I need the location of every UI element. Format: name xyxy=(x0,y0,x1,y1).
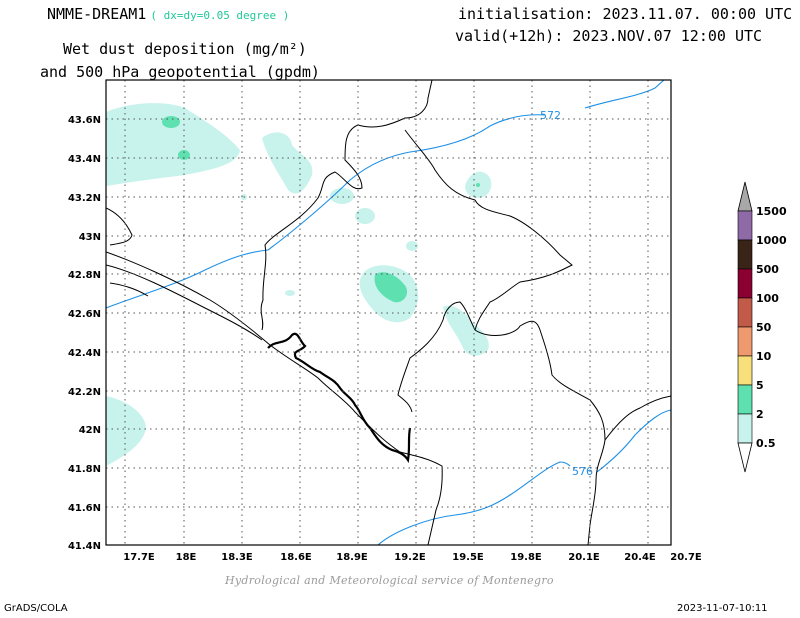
lat-tick-label: 42.2N xyxy=(68,387,101,398)
coastline-korcula xyxy=(109,282,149,297)
legend-swatch-50 xyxy=(737,326,753,357)
legend-swatch-100 xyxy=(737,297,753,328)
lon-tick-label: 18.9E xyxy=(336,552,368,563)
legend-level-label: 1000 xyxy=(756,234,787,247)
lon-tick-label: 20.1E xyxy=(568,552,600,563)
legend-top-arrow xyxy=(737,181,753,212)
color-legend: 1500 1000 500 100 50 10 5 2 0.5 xyxy=(737,181,787,473)
lon-tick-label: 18E xyxy=(176,552,197,563)
legend-bottom-arrow xyxy=(737,442,753,473)
lat-tick-label: 41.4N xyxy=(68,541,101,552)
coastline-montenegro-detail xyxy=(267,332,412,464)
dust-core-nw2 xyxy=(178,150,190,160)
legend-swatch-1500 xyxy=(737,210,753,241)
dust-patch-small1 xyxy=(330,188,354,204)
lat-tick-label: 41.6N xyxy=(68,503,101,514)
legend-swatch-2 xyxy=(737,413,753,444)
borders xyxy=(106,80,671,545)
lon-tick-label: 17.7E xyxy=(123,552,155,563)
border-albania-montenegro xyxy=(397,301,476,413)
contour-572-line xyxy=(106,80,665,309)
lat-tick-label: 42N xyxy=(79,425,101,436)
dust-core-east xyxy=(476,183,480,187)
valid-time: valid(+12h): 2023.NOV.07 12:00 UTC xyxy=(455,27,763,45)
legend-level-label: 50 xyxy=(756,321,772,334)
dust-patch-northwest xyxy=(106,103,240,186)
border-serbia-montenegro xyxy=(404,129,573,331)
legend-swatch-500 xyxy=(737,268,753,299)
dust-patch-north xyxy=(262,132,313,194)
legend-level-label: 100 xyxy=(756,292,779,305)
lat-tick-label: 41.8N xyxy=(68,464,101,475)
dust-patch-southwest xyxy=(106,396,146,466)
contour-label-572: 572 xyxy=(540,109,561,122)
credit-text: Hydrological and Meteorological service … xyxy=(225,574,554,587)
lon-tick-label: 18.6E xyxy=(280,552,312,563)
map-frame xyxy=(105,79,672,546)
lon-tick-label: 18.3E xyxy=(221,552,253,563)
lon-tick-label: 20.4E xyxy=(624,552,656,563)
lon-tick-label: 19.8E xyxy=(510,552,542,563)
lat-tick-label: 43.2N xyxy=(68,193,101,204)
dust-core-central xyxy=(374,272,408,303)
coastline-peljesac xyxy=(106,264,263,341)
variable-title-line2: and 500 hPa geopotential (gpdm) xyxy=(40,63,320,81)
border-bosnia-croatia xyxy=(106,207,133,246)
border-albania-south xyxy=(411,454,443,545)
border-kosovo xyxy=(474,320,606,545)
border-north-macedonia xyxy=(604,395,671,441)
model-title: NMME-DREAM1( dx=dy=0.05 degree ) xyxy=(47,5,289,23)
legend-swatch-5 xyxy=(737,384,753,415)
contour-576-line xyxy=(377,409,671,545)
resolution-label: ( dx=dy=0.05 degree ) xyxy=(150,9,290,22)
lon-tick-label: 19.2E xyxy=(394,552,426,563)
lat-tick-label: 43N xyxy=(79,232,101,243)
lat-axis: 43.6N 43.4N 43.2N 43N 42.8N 42.6N 42.4N … xyxy=(68,115,101,552)
coastline-montenegro xyxy=(267,332,412,464)
lat-tick-label: 42.8N xyxy=(68,270,101,281)
dust-patch-small4 xyxy=(406,241,418,251)
dust-core-nw1 xyxy=(162,116,180,128)
dust-fields xyxy=(106,103,492,466)
software-label: GrADS/COLA xyxy=(4,603,68,614)
lat-tick-label: 42.4N xyxy=(68,348,101,359)
lat-tick-label: 43.6N xyxy=(68,115,101,126)
initialisation-time: initialisation: 2023.11.07. 00:00 UTC xyxy=(458,5,793,23)
contour-label-576: 576 xyxy=(572,465,593,478)
legend-level-label: 500 xyxy=(756,263,779,276)
geopotential-contours xyxy=(106,80,671,545)
lat-tick-label: 43.4N xyxy=(68,154,101,165)
legend-level-label: 2 xyxy=(756,408,764,421)
variable-title-line1: Wet dust deposition (mg/m²) xyxy=(63,40,307,58)
dust-patch-southeast xyxy=(443,305,489,356)
coastline-dalmatia xyxy=(106,251,413,456)
legend-swatch-10 xyxy=(737,355,753,386)
legend-level-label: 10 xyxy=(756,350,772,363)
dust-patch-small5 xyxy=(285,290,295,296)
dust-patch-small2 xyxy=(355,208,375,224)
lon-tick-label: 20.7E xyxy=(670,552,702,563)
lon-axis: 17.7E 18E 18.3E 18.6E 18.9E 19.2E 19.5E … xyxy=(123,552,702,563)
legend-level-label: 5 xyxy=(756,379,764,392)
legend-level-label: 0.5 xyxy=(756,437,776,450)
generation-timestamp: 2023-11-07-10:11 xyxy=(677,603,768,614)
model-name: NMME-DREAM1 xyxy=(47,5,147,23)
map-grid xyxy=(106,80,671,545)
legend-swatch-1000 xyxy=(737,239,753,270)
legend-level-label: 1500 xyxy=(756,205,787,218)
lat-tick-label: 42.6N xyxy=(68,309,101,320)
lon-tick-label: 19.5E xyxy=(452,552,484,563)
border-bosnia-montenegro xyxy=(260,80,433,331)
